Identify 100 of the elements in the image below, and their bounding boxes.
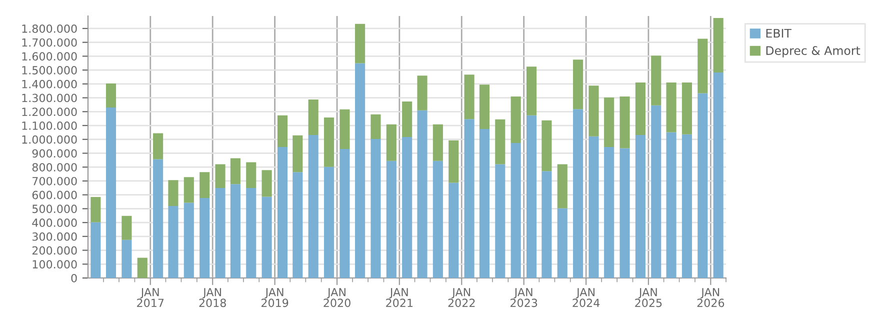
bar xyxy=(402,137,412,278)
bar xyxy=(573,109,584,278)
bar xyxy=(277,115,288,147)
bar xyxy=(620,96,630,148)
bar xyxy=(557,164,568,208)
bar xyxy=(635,82,646,135)
x-tick-label: JAN 2024 xyxy=(572,288,600,308)
bar xyxy=(340,109,350,149)
bar xyxy=(526,115,537,278)
y-tick-label: 700.000 xyxy=(32,176,77,186)
bar xyxy=(417,110,428,278)
bar xyxy=(417,76,428,110)
bar xyxy=(90,222,101,278)
bar xyxy=(620,148,630,278)
bar xyxy=(635,134,646,278)
y-tick-label: 300.000 xyxy=(32,232,77,241)
bar xyxy=(713,18,724,73)
bar xyxy=(588,86,599,136)
bar xyxy=(308,99,318,135)
bar xyxy=(355,63,366,278)
bar xyxy=(682,134,692,278)
y-tick-label: 1.100.000 xyxy=(22,121,77,130)
y-tick-label: 1.400.000 xyxy=(22,80,77,88)
y-tick-label: 0 xyxy=(71,274,77,282)
bar xyxy=(682,82,692,134)
bar xyxy=(184,202,194,278)
bar xyxy=(292,172,303,278)
y-tick-label: 400.000 xyxy=(32,218,77,227)
bar xyxy=(168,206,178,278)
bar xyxy=(651,56,662,106)
bar xyxy=(464,119,474,278)
bar xyxy=(153,159,164,278)
bar xyxy=(432,124,443,161)
bar xyxy=(464,74,474,120)
bar xyxy=(666,82,676,132)
bar xyxy=(479,128,490,278)
bar xyxy=(651,105,662,278)
bar xyxy=(526,66,537,116)
bar xyxy=(308,134,318,278)
bar xyxy=(495,119,506,164)
x-tick-label: JAN 2017 xyxy=(137,288,164,308)
x-tick-label: JAN 2022 xyxy=(448,288,475,308)
bar xyxy=(230,184,240,278)
y-tick-label: 1.300.000 xyxy=(22,94,77,102)
bar xyxy=(479,84,490,129)
bar xyxy=(262,170,272,197)
x-tick-label: JAN 2026 xyxy=(697,288,724,308)
bar xyxy=(666,132,676,278)
y-tick-label: 1.700.000 xyxy=(22,38,77,47)
bar xyxy=(495,164,506,278)
bar xyxy=(386,124,396,161)
y-tick-label: 200.000 xyxy=(32,246,77,255)
y-tick-label: 800.000 xyxy=(32,163,77,172)
y-tick-label: 1.800.000 xyxy=(22,24,77,33)
bar xyxy=(510,96,521,143)
bar xyxy=(122,216,132,240)
bar xyxy=(386,160,396,278)
bar xyxy=(137,258,148,278)
bar xyxy=(153,133,164,160)
bar xyxy=(230,158,240,184)
bar xyxy=(448,140,459,183)
bar xyxy=(122,240,132,278)
bar xyxy=(168,180,178,206)
y-tick-label: 600.000 xyxy=(32,190,77,200)
bar xyxy=(713,72,724,278)
bar xyxy=(246,162,256,188)
x-tick-label: JAN 2018 xyxy=(199,288,226,308)
legend-label: Deprec & Amort xyxy=(766,46,860,58)
y-tick-label: 1.200.000 xyxy=(22,108,77,116)
bar xyxy=(246,188,256,278)
bar xyxy=(510,142,521,278)
bar xyxy=(106,84,116,108)
bar xyxy=(184,177,194,203)
bar xyxy=(370,114,381,139)
bar xyxy=(90,197,101,222)
x-tick-label: JAN 2025 xyxy=(635,288,662,308)
bar xyxy=(200,198,210,278)
bar xyxy=(542,120,552,172)
y-tick-label: 1.000.000 xyxy=(22,135,77,144)
bar xyxy=(370,138,381,278)
bar xyxy=(277,147,288,278)
y-tick-label: 500.000 xyxy=(32,204,77,214)
bar xyxy=(698,38,708,94)
bar xyxy=(448,182,459,278)
x-tick-label: JAN 2023 xyxy=(510,288,538,308)
bar xyxy=(604,147,614,278)
legend-label: EBIT xyxy=(766,28,792,38)
bar xyxy=(573,60,584,110)
bar xyxy=(604,98,614,147)
y-tick-label: 900.000 xyxy=(32,149,77,158)
bar xyxy=(432,160,443,278)
x-tick-label: JAN 2019 xyxy=(261,288,288,308)
x-tick-label: JAN 2020 xyxy=(324,288,350,308)
bar xyxy=(262,196,272,278)
bar xyxy=(106,107,116,278)
bar xyxy=(355,24,366,64)
bar xyxy=(542,171,552,278)
bar xyxy=(215,188,226,278)
y-tick-label: 100.000 xyxy=(32,260,77,269)
bar xyxy=(588,136,599,278)
